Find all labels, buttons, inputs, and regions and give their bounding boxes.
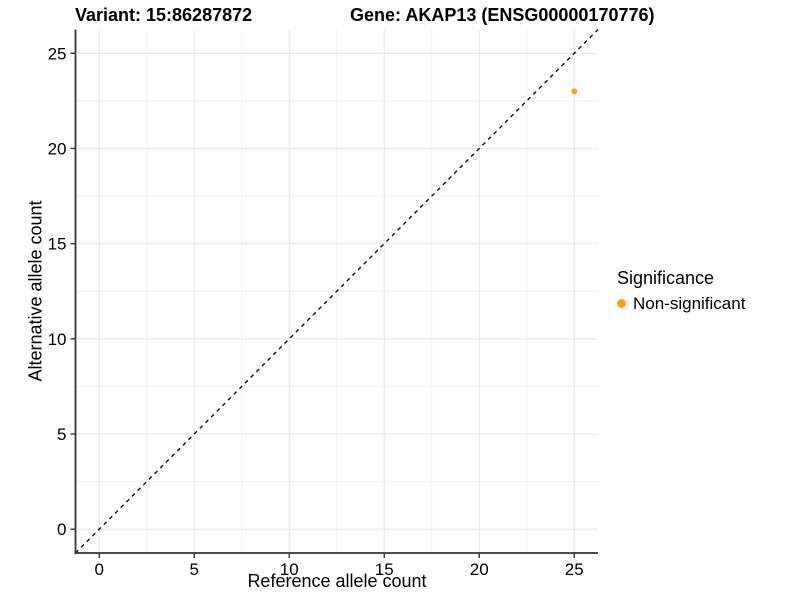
y-tick-label: 15	[48, 235, 67, 254]
x-tick-label: 25	[565, 560, 584, 579]
x-tick-label: 5	[190, 560, 199, 579]
legend-entry: Non-significant	[617, 293, 745, 314]
y-tick-label: 25	[48, 44, 67, 63]
legend: Significance Non-significant	[617, 267, 745, 314]
legend-point-icon	[617, 299, 626, 308]
x-tick-label: 0	[95, 560, 104, 579]
x-tick-label: 15	[375, 560, 394, 579]
variant-title: Variant: 15:86287872	[75, 5, 253, 25]
legend-title: Significance	[617, 268, 715, 288]
y-tick-label: 5	[57, 425, 66, 444]
x-tick-label: 20	[470, 560, 489, 579]
data-point	[571, 88, 578, 95]
y-tick-label: 0	[57, 520, 66, 539]
x-axis-label: Reference allele count	[247, 571, 427, 591]
gene-title: Gene: AKAP13 (ENSG00000170776)	[350, 5, 655, 25]
y-axis-label: Alternative allele count	[25, 200, 46, 382]
x-tick-label: 10	[280, 560, 299, 579]
y-tick-label: 10	[48, 330, 67, 349]
y-tick-label: 20	[48, 139, 67, 158]
legend-label: Non-significant	[633, 294, 746, 313]
identity-line	[75, 29, 599, 554]
